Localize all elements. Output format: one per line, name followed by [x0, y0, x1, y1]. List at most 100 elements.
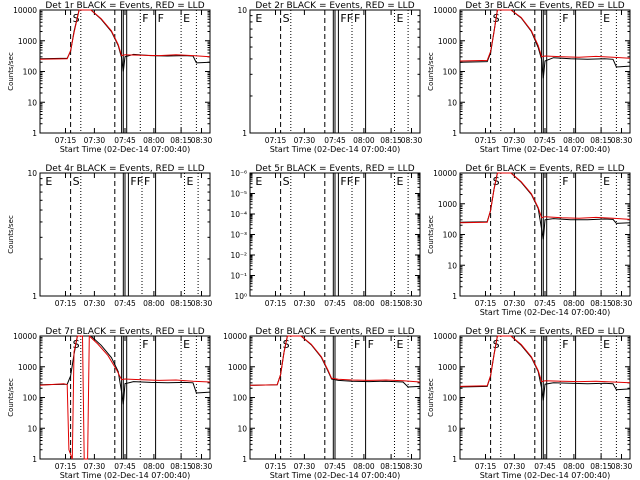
- y-tick-label: 10: [237, 424, 247, 433]
- x-tick-label: 08:30: [401, 136, 423, 145]
- plot-frame: [39, 9, 211, 134]
- y-tick-label: 1: [32, 129, 37, 138]
- panel-title: Det 2r BLACK = Events, RED = LLD: [255, 1, 414, 11]
- y-tick-label: 10⁰: [234, 292, 247, 301]
- event-marker-label: F: [354, 175, 360, 188]
- x-tick-label: 08:15: [170, 462, 192, 471]
- series-lld-line: [459, 172, 631, 224]
- y-tick-label: 10: [27, 169, 37, 178]
- x-tick-label: 07:30: [504, 299, 526, 308]
- y-tick-label: 100: [233, 394, 248, 403]
- y-tick-label: 10⁻⁴: [230, 210, 247, 219]
- x-axis-label: Start Time (02-Dec-14 07:00:40): [270, 471, 401, 480]
- x-tick-label: 08:15: [380, 136, 402, 145]
- event-marker-label: F: [142, 12, 148, 25]
- y-tick-label: 10: [237, 6, 247, 15]
- x-tick-label: 08:15: [170, 136, 192, 145]
- y-axis-label: Counts/sec: [427, 215, 435, 254]
- series-lld-line: [39, 334, 211, 460]
- x-tick-label: 08:15: [170, 299, 192, 308]
- x-tick-label: 08:00: [563, 136, 585, 145]
- x-tick-label: 08:15: [380, 299, 402, 308]
- x-tick-label: 07:15: [265, 299, 287, 308]
- detector-panel-4: Det 4r BLACK = Events, RED = LLD 1 10 07:15…: [7, 164, 213, 308]
- x-tick-label: 07:15: [265, 462, 287, 471]
- y-tick-label: 10000: [433, 6, 457, 15]
- x-tick-label: 08:00: [353, 136, 375, 145]
- y-tick-label: 1000: [18, 37, 37, 46]
- plot-frame: [459, 9, 631, 134]
- event-marker-label: FF: [340, 175, 353, 188]
- x-tick-label: 07:15: [475, 462, 497, 471]
- x-axis-label: Start Time (02-Dec-14 07:00:40): [480, 308, 611, 317]
- x-tick-label: 08:00: [143, 136, 165, 145]
- x-tick-label: 07:45: [324, 299, 346, 308]
- event-marker-label: FF: [340, 12, 353, 25]
- x-axis-label: Start Time (02-Dec-14 07:00:40): [480, 145, 611, 154]
- event-marker-label: F: [354, 338, 360, 351]
- y-tick-label: 10⁻⁵: [230, 190, 247, 199]
- event-marker-label: F: [368, 338, 374, 351]
- event-marker-label: F: [354, 12, 360, 25]
- y-tick-label: 100: [23, 68, 38, 77]
- x-axis-label: Start Time (02-Dec-14 07:00:40): [480, 471, 611, 480]
- event-marker-label: E: [397, 12, 404, 25]
- x-tick-label: 07:15: [475, 136, 497, 145]
- detector-panel-3: Det 3r BLACK = Events, RED = LLD 1 10 100 10…: [427, 1, 633, 154]
- x-axis-label: Start Time (02-Dec-14 07:00:40): [60, 471, 191, 480]
- event-marker-label: F: [562, 338, 568, 351]
- series-lld-line: [39, 9, 211, 60]
- y-tick-label: 10: [447, 261, 457, 270]
- x-tick-label: 08:00: [563, 462, 585, 471]
- x-tick-label: 07:45: [114, 136, 136, 145]
- x-tick-label: 08:30: [191, 462, 213, 471]
- y-tick-label: 1000: [18, 363, 37, 372]
- y-tick-label: 10000: [13, 6, 37, 15]
- x-tick-label: 07:45: [534, 462, 556, 471]
- y-tick-label: 10⁻⁶: [230, 169, 247, 178]
- event-marker-label: E: [255, 12, 262, 25]
- y-tick-label: 10000: [223, 332, 247, 341]
- y-tick-label: 10: [447, 424, 457, 433]
- y-tick-label: 1: [452, 455, 457, 464]
- event-marker-label: E: [183, 12, 190, 25]
- detector-panel-6: Det 6r BLACK = Events, RED = LLD 1 10 100 10…: [427, 164, 633, 317]
- x-tick-label: 07:30: [504, 462, 526, 471]
- event-marker-label: E: [603, 338, 610, 351]
- panel-title: Det 4r BLACK = Events, RED = LLD: [45, 164, 204, 174]
- x-tick-label: 08:00: [353, 462, 375, 471]
- x-tick-label: 08:00: [563, 299, 585, 308]
- series-lld-line: [249, 335, 421, 386]
- plot-frame: [459, 335, 631, 460]
- event-marker-label: E: [603, 175, 610, 188]
- x-axis-label: Start Time (02-Dec-14 07:00:40): [270, 145, 401, 154]
- y-tick-label: 10000: [13, 332, 37, 341]
- detector-panel-9: Det 9r BLACK = Events, RED = LLD 1 10 100 10…: [427, 327, 633, 480]
- x-tick-label: 08:15: [590, 136, 612, 145]
- event-marker-label: F: [144, 175, 150, 188]
- x-tick-label: 07:45: [114, 299, 136, 308]
- y-tick-label: 100: [23, 394, 38, 403]
- event-marker-label: F: [562, 175, 568, 188]
- x-tick-label: 07:45: [324, 462, 346, 471]
- event-marker-label: S: [73, 175, 80, 188]
- y-axis-label: Counts/sec: [7, 52, 15, 91]
- y-axis-label: Counts/sec: [7, 378, 15, 417]
- x-tick-label: 07:30: [84, 462, 106, 471]
- x-tick-label: 07:30: [504, 136, 526, 145]
- series-lld-line: [459, 335, 631, 387]
- y-axis-label: Counts/sec: [427, 378, 435, 417]
- x-tick-label: 07:30: [294, 136, 316, 145]
- x-tick-label: 07:45: [114, 462, 136, 471]
- y-tick-label: 10000: [433, 332, 457, 341]
- x-tick-label: 08:15: [590, 299, 612, 308]
- detector-panel-7: Det 7r BLACK = Events, RED = LLD 1 10 100 10…: [7, 327, 213, 480]
- y-tick-label: 100: [443, 68, 458, 77]
- y-tick-label: 1: [242, 129, 247, 138]
- y-tick-label: 1: [32, 455, 37, 464]
- x-tick-label: 07:15: [55, 462, 77, 471]
- x-tick-label: 07:15: [55, 299, 77, 308]
- y-tick-label: 1000: [228, 363, 247, 372]
- event-marker-label: E: [45, 175, 52, 188]
